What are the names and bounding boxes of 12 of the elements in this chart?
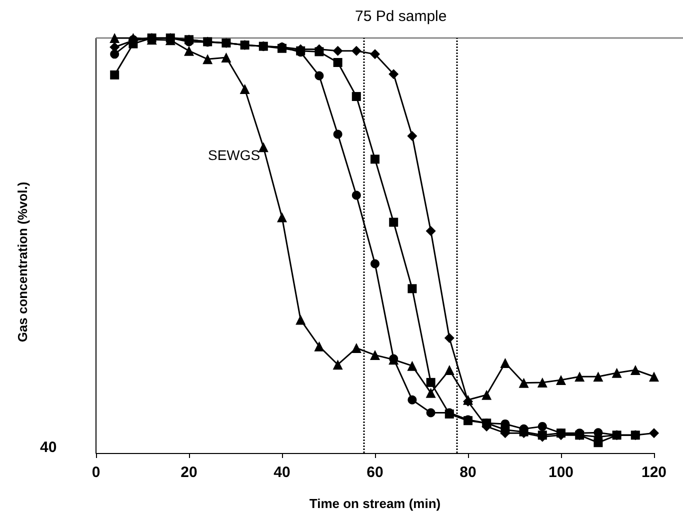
x-tick-label: 120 bbox=[641, 464, 667, 481]
chart-title: 75 Pd sample bbox=[355, 8, 447, 25]
text: 40 bbox=[40, 439, 57, 456]
series-label: SEWGS bbox=[208, 147, 260, 163]
y-axis-title: Gas concentration (%vol.) bbox=[15, 182, 30, 342]
x-tick-label: 80 bbox=[460, 464, 476, 481]
x-tick-label: 100 bbox=[548, 464, 574, 481]
x-axis-title: Time on stream (min) bbox=[309, 496, 441, 511]
x-tick-label: 20 bbox=[180, 464, 198, 481]
x-tick-label: 40 bbox=[274, 464, 290, 481]
x-tick-label: 0 bbox=[92, 464, 100, 481]
x-tick-label: 60 bbox=[366, 464, 384, 481]
